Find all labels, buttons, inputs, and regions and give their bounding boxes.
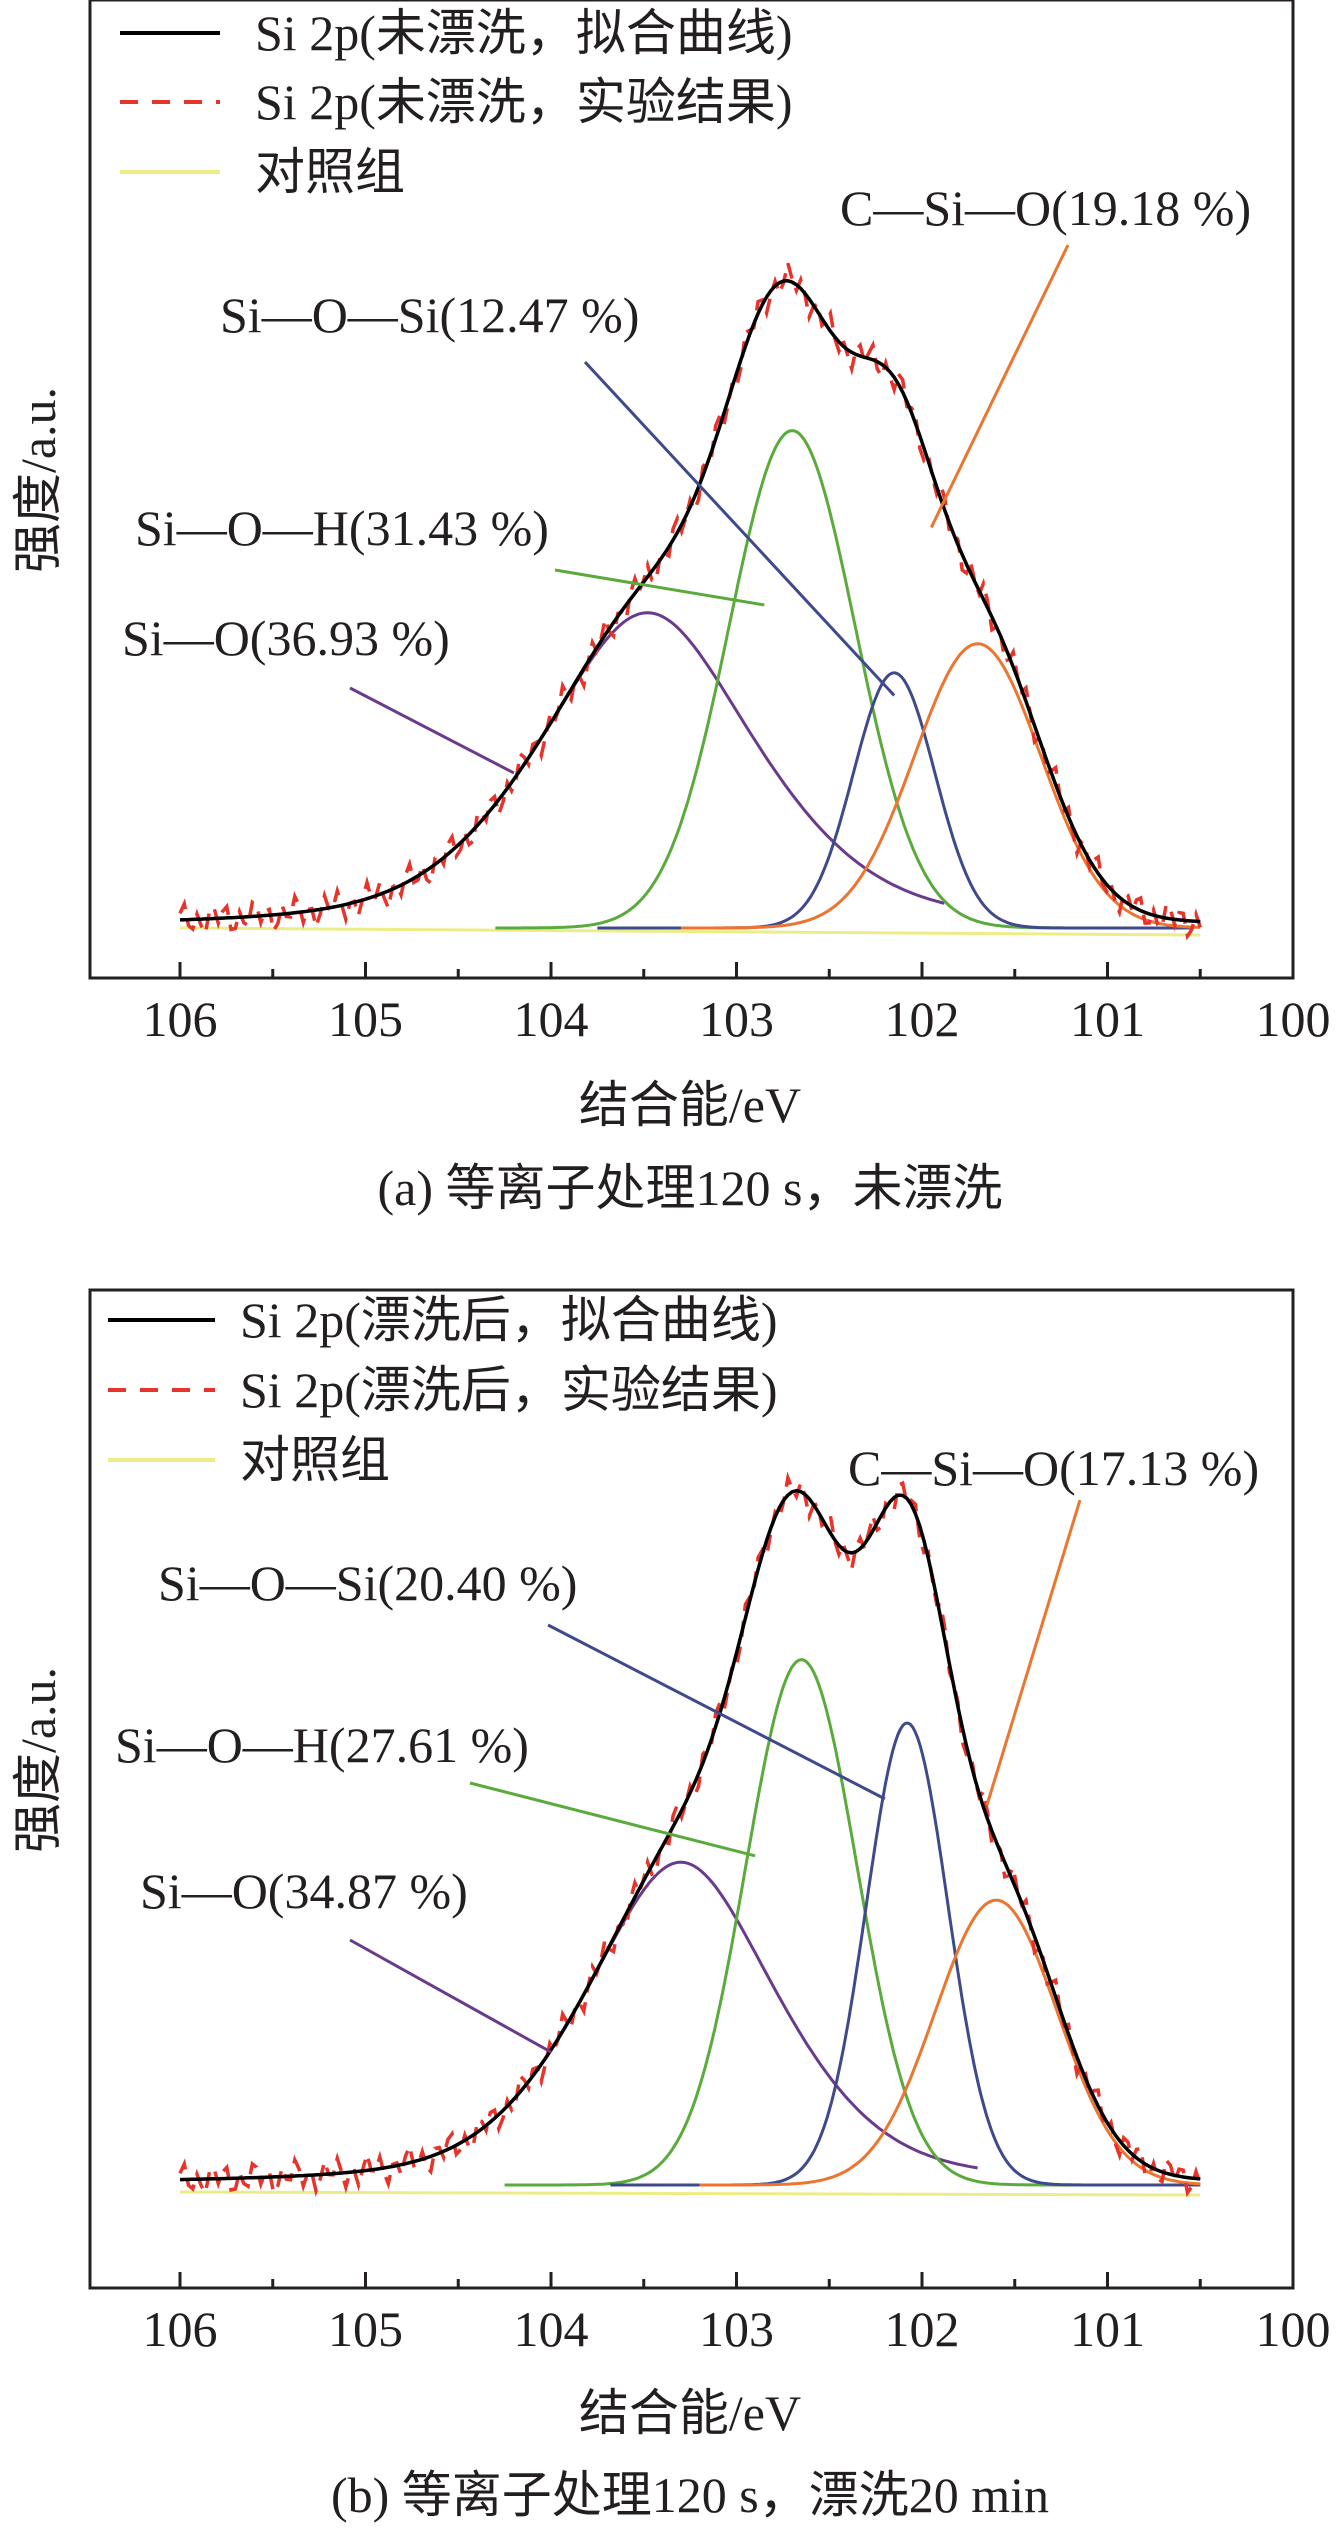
caption-b: (b) 等离子处理120 s，漂洗20 min bbox=[331, 2467, 1049, 2523]
x-tick-label: 104 bbox=[514, 991, 589, 1047]
x-tick-label: 106 bbox=[143, 991, 218, 1047]
x-ticks-a bbox=[178, 962, 1295, 978]
component-label: C—Si—O(19.18 %) bbox=[840, 180, 1251, 236]
leader-line bbox=[583, 360, 896, 697]
curves-b bbox=[178, 1471, 1202, 2198]
legend-b: Si 2p(漂洗后，拟合曲线) Si 2p(漂洗后，实验结果) 对照组 bbox=[108, 1292, 778, 1488]
component-label: Si—O—H(31.43 %) bbox=[135, 500, 549, 556]
component-label: Si—O(36.93 %) bbox=[122, 610, 450, 666]
x-tick-label: 100 bbox=[1256, 991, 1331, 1047]
x-tick-label: 105 bbox=[328, 2301, 403, 2357]
component-label: Si—O—Si(20.40 %) bbox=[158, 1555, 577, 1611]
x-tick-label: 102 bbox=[885, 991, 960, 1047]
series-component bbox=[597, 671, 1191, 930]
leader-line bbox=[469, 1781, 756, 1858]
series-component bbox=[495, 429, 1089, 930]
x-tick-label: 100 bbox=[1256, 2301, 1331, 2357]
plot-frame-b bbox=[88, 1288, 1295, 2290]
legend-label: Si 2p(漂洗后，实验结果) bbox=[240, 1362, 778, 1418]
x-ticks-b bbox=[178, 2272, 1295, 2288]
component-label: Si—O(34.87 %) bbox=[140, 1863, 468, 1919]
leader-line bbox=[349, 686, 515, 775]
annotations-b: C—Si—O(17.13 %) Si—O—Si(20.40 %) Si—O—H(27… bbox=[115, 1440, 1259, 2054]
series-component bbox=[610, 1721, 1201, 2187]
y-axis-title-a: 强度/a.u. bbox=[10, 387, 66, 573]
component-label: Si—O—H(27.61 %) bbox=[115, 1717, 529, 1773]
series-component bbox=[504, 1658, 1099, 2187]
plot-frame-a bbox=[88, 0, 1295, 980]
component-label: C—Si—O(17.13 %) bbox=[848, 1440, 1259, 1496]
legend-label: 对照组 bbox=[240, 1432, 390, 1488]
chart-panel-a: 106 105 104 103 102 101 100 结合能/eV 强度/a.u. (a)… bbox=[10, 0, 1331, 1216]
series-experimental bbox=[178, 262, 1202, 941]
x-tick-label: 101 bbox=[1070, 991, 1145, 1047]
x-tick-label: 106 bbox=[143, 2301, 218, 2357]
legend-label: Si 2p(漂洗后，拟合曲线) bbox=[240, 1292, 778, 1348]
series-component bbox=[680, 642, 1201, 930]
x-tick-labels-a: 106 105 104 103 102 101 100 bbox=[143, 991, 1331, 1047]
leader-line bbox=[349, 1938, 552, 2054]
x-tick-label: 105 bbox=[328, 991, 403, 1047]
leader-line bbox=[929, 244, 1070, 529]
x-tick-label: 104 bbox=[514, 2301, 589, 2357]
caption-a: (a) 等离子处理120 s，未漂洗 bbox=[378, 1160, 1003, 1216]
legend-label: 对照组 bbox=[255, 144, 405, 200]
series-control bbox=[179, 2190, 1201, 2197]
series-component bbox=[699, 1898, 1201, 2187]
series-fit bbox=[179, 1488, 1201, 2182]
x-tick-label: 102 bbox=[885, 2301, 960, 2357]
x-axis-title-b: 结合能/eV bbox=[579, 2385, 801, 2441]
leader-line bbox=[554, 568, 765, 607]
leader-line bbox=[547, 1623, 886, 1801]
component-label: Si—O—Si(12.47 %) bbox=[220, 287, 639, 343]
series-fit bbox=[179, 279, 1201, 924]
x-axis-title-a: 结合能/eV bbox=[579, 1077, 801, 1133]
x-tick-label: 103 bbox=[699, 2301, 774, 2357]
x-tick-label: 101 bbox=[1070, 2301, 1145, 2357]
curves-a bbox=[178, 262, 1202, 941]
leader-line bbox=[985, 1499, 1082, 1806]
legend-label: Si 2p(未漂洗，实验结果) bbox=[255, 74, 793, 130]
legend-label: Si 2p(未漂洗，拟合曲线) bbox=[255, 5, 793, 61]
legend-a: Si 2p(未漂洗，拟合曲线) Si 2p(未漂洗，实验结果) 对照组 bbox=[120, 5, 793, 200]
y-axis-title-b: 强度/a.u. bbox=[10, 1667, 66, 1853]
annotations-a: C—Si—O(19.18 %) Si—O—Si(12.47 %) Si—O—H(31… bbox=[122, 180, 1251, 775]
series-control bbox=[179, 926, 1201, 937]
x-tick-label: 103 bbox=[699, 991, 774, 1047]
x-tick-labels-b: 106 105 104 103 102 101 100 bbox=[143, 2301, 1331, 2357]
chart-panel-b: 106 105 104 103 102 101 100 结合能/eV 强度/a.u. (b)… bbox=[10, 1288, 1331, 2523]
